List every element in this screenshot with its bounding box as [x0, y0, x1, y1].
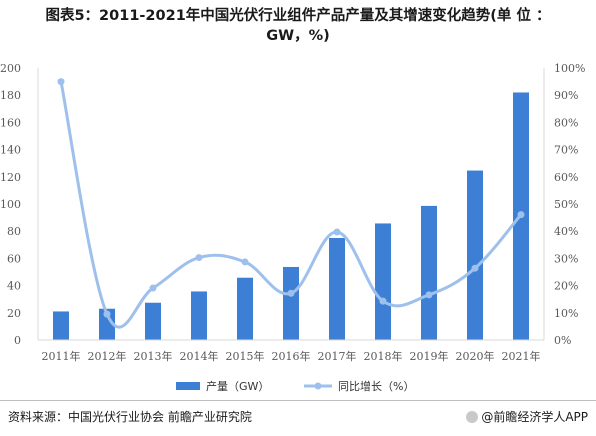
growth-point-6 — [287, 289, 295, 297]
y-right-tick-label: 100% — [554, 62, 585, 75]
x-tick-label: 2014年 — [180, 349, 219, 363]
y-left-tick-label: 60 — [7, 252, 21, 265]
tick-labels: 0 20 40 60 80 100 120 140 160 180 200 0% 10% 20% 30% 40… — [0, 62, 585, 363]
y-right-tick-label: 10% — [554, 307, 578, 320]
source-text: 资料来源：中国光伏行业协会 前瞻产业研究院 — [8, 410, 252, 424]
brand-text: @前瞻经济学人APP — [481, 410, 588, 424]
brand-logo-icon — [466, 411, 479, 423]
x-tick-label: 2013年 — [134, 349, 173, 363]
bar-8 — [375, 223, 391, 340]
growth-point-3 — [149, 284, 157, 292]
growth-point-4 — [195, 254, 203, 262]
chart-title: 图表5：2011-2021年中国光伏行业组件产品产量及其增速变化趋势(单 位 ：… — [0, 6, 596, 46]
legend-bar-label: 产量（GW） — [206, 379, 269, 393]
bar-1 — [53, 311, 69, 340]
x-tick-label: 2017年 — [318, 349, 357, 363]
legend-bar-swatch — [176, 382, 200, 390]
y-left-tick-label: 200 — [0, 62, 21, 75]
x-tick-label: 2011年 — [42, 349, 81, 363]
growth-point-2 — [103, 310, 111, 318]
x-tick-label: 2021年 — [502, 349, 541, 363]
bar-2 — [99, 308, 115, 340]
y-left-tick-label: 0 — [14, 334, 21, 347]
chart-title-line2: GW，%) — [266, 28, 330, 44]
footer-divider — [0, 400, 596, 401]
growth-point-9 — [425, 291, 433, 299]
y-left-tick-label: 180 — [0, 89, 21, 102]
growth-point-10 — [471, 264, 479, 272]
bar-3 — [145, 302, 161, 340]
x-tick-label: 2012年 — [88, 349, 127, 363]
y-right-tick-label: 0% — [554, 334, 571, 347]
bar-5 — [237, 277, 253, 340]
growth-point-7 — [333, 228, 341, 236]
y-left-tick-label: 100 — [0, 198, 21, 211]
legend-line-label: 同比增长（%） — [338, 379, 414, 393]
y-right-tick-label: 20% — [554, 280, 578, 293]
x-tick-label: 2020年 — [456, 349, 495, 363]
bar-10 — [467, 170, 483, 340]
growth-point-1 — [57, 78, 65, 86]
x-tick-label: 2019年 — [410, 349, 449, 363]
axes — [37, 68, 545, 341]
y-right-tick-label: 60% — [554, 171, 578, 184]
x-tick-label: 2016年 — [272, 349, 311, 363]
y-left-tick-label: 40 — [7, 280, 21, 293]
x-tick-label: 2018年 — [364, 349, 403, 363]
y-left-tick-label: 80 — [7, 225, 21, 238]
growth-point-11 — [517, 211, 525, 219]
y-left-tick-label: 140 — [0, 144, 21, 157]
y-left-tick-label: 120 — [0, 171, 21, 184]
y-left-tick-label: 160 — [0, 116, 21, 129]
y-right-tick-label: 30% — [554, 252, 578, 265]
y-right-tick-label: 80% — [554, 116, 578, 129]
bar-4 — [191, 291, 207, 340]
bar-6 — [283, 266, 299, 340]
growth-point-8 — [379, 297, 387, 305]
bar-7 — [329, 238, 345, 340]
line-series — [57, 78, 525, 329]
growth-point-5 — [241, 258, 249, 266]
y-right-tick-label: 40% — [554, 225, 578, 238]
y-right-tick-label: 50% — [554, 198, 578, 211]
bar-9 — [421, 205, 437, 340]
brand-credit: @前瞻经济学人APP — [466, 408, 588, 425]
legend-line-marker — [314, 382, 322, 390]
legend: 产量（GW） 同比增长（%） — [176, 379, 414, 393]
bar-series — [53, 92, 529, 340]
y-right-tick-label: 90% — [554, 89, 578, 102]
x-tick-label: 2015年 — [226, 349, 265, 363]
y-left-tick-label: 20 — [7, 307, 21, 320]
chart-title-line1: 图表5：2011-2021年中国光伏行业组件产品产量及其增速变化趋势(单 位 ： — [45, 8, 551, 24]
y-right-tick-label: 70% — [554, 144, 578, 157]
